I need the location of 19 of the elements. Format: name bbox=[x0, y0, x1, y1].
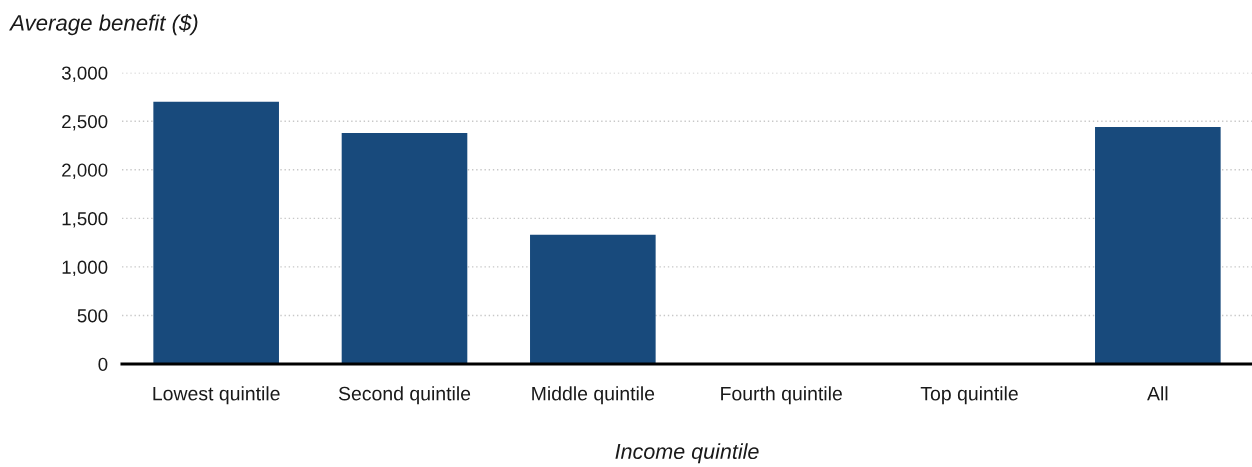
y-tick-label: 1,000 bbox=[62, 260, 108, 277]
y-tick-label: 2,500 bbox=[62, 114, 108, 131]
x-tick-label: Middle quintile bbox=[532, 386, 655, 405]
y-tick-label: 0 bbox=[98, 357, 108, 371]
bar bbox=[153, 101, 279, 364]
y-tick-label: 500 bbox=[77, 309, 108, 323]
x-tick-label: All bbox=[1147, 386, 1168, 401]
bar bbox=[1095, 127, 1221, 364]
x-tick-label: Fourth quintile bbox=[721, 386, 842, 405]
x-tick-label: Top quintile bbox=[920, 386, 1018, 405]
y-tick-label: 3,000 bbox=[61, 66, 108, 82]
x-tick-label: Lowest quintile bbox=[153, 386, 280, 405]
x-axis-title: Income quintile bbox=[615, 443, 759, 464]
y-tick-label: 2,000 bbox=[62, 163, 108, 179]
bar bbox=[341, 132, 468, 364]
y-axis-title: Average benefit ($) bbox=[9, 14, 198, 36]
x-tick-label: Second quintile bbox=[338, 386, 471, 405]
bar bbox=[530, 234, 656, 364]
y-tick-label: 1,500 bbox=[62, 212, 108, 228]
